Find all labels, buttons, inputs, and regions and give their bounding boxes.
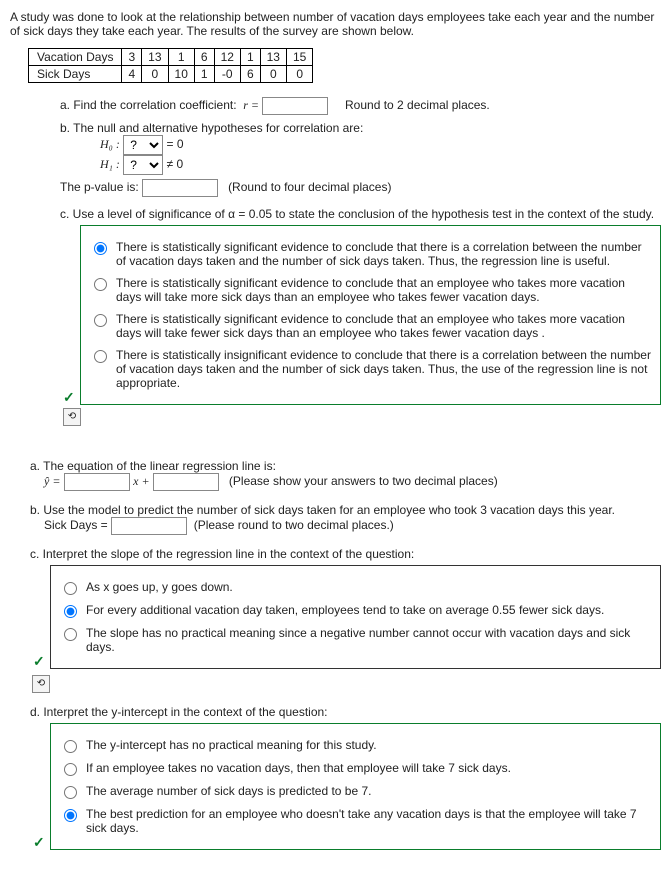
- h1-pre: H₁ :: [100, 157, 120, 171]
- cell: 0: [260, 66, 286, 83]
- d2-radio-1[interactable]: [64, 763, 77, 776]
- data-table: Vacation Days 3 13 1 6 12 1 13 15 Sick D…: [28, 48, 313, 83]
- pvalue-label: The p-value is:: [60, 180, 139, 194]
- c2-radio-1[interactable]: [64, 605, 77, 618]
- sickdays-label: Sick Days =: [44, 518, 108, 532]
- r-symbol: r =: [243, 98, 259, 112]
- check-icon: ✓: [33, 834, 45, 851]
- cell: 1: [194, 66, 214, 83]
- cell: 6: [194, 49, 214, 66]
- xplus: x +: [133, 474, 149, 488]
- c-radio-1[interactable]: [94, 278, 107, 291]
- part-a-label: a. Find the correlation coefficient:: [60, 98, 237, 112]
- intro-text: A study was done to look at the relation…: [10, 10, 661, 38]
- cell: 6: [240, 66, 260, 83]
- cell: -0: [214, 66, 240, 83]
- c-opt-0: There is statistically significant evide…: [116, 240, 652, 268]
- part-b2-label: b. Use the model to predict the number o…: [30, 503, 615, 517]
- d2-opt-2: The average number of sick days is predi…: [86, 784, 652, 798]
- intercept-input[interactable]: [153, 473, 219, 491]
- check-icon: ✓: [63, 389, 75, 406]
- c2-opt-0: As x goes up, y goes down.: [86, 580, 652, 594]
- h0-post: = 0: [167, 137, 184, 151]
- pvalue-round: (Round to four decimal places): [228, 180, 391, 194]
- c-opt-1: There is statistically significant evide…: [116, 276, 652, 304]
- part-c-label: c. Use a level of significance of α = 0.…: [60, 207, 654, 221]
- cell: 12: [214, 49, 240, 66]
- cell: 13: [142, 49, 168, 66]
- d2-radio-2[interactable]: [64, 786, 77, 799]
- row1-label: Vacation Days: [29, 49, 122, 66]
- part-d2-label: d. Interpret the y-intercept in the cont…: [30, 705, 328, 719]
- b2-note: (Please round to two decimal places.): [194, 518, 394, 532]
- cell: 0: [142, 66, 168, 83]
- part-d2-box: The y-intercept has no practical meaning…: [50, 723, 661, 850]
- cell: 3: [122, 49, 142, 66]
- c2-radio-0[interactable]: [64, 582, 77, 595]
- c2-opt-1: For every additional vacation day taken,…: [86, 603, 652, 617]
- r-input[interactable]: [262, 97, 328, 115]
- part-a2-label: a. The equation of the linear regression…: [30, 459, 276, 473]
- cell: 13: [260, 49, 286, 66]
- part-c2-label: c. Interpret the slope of the regression…: [30, 547, 414, 561]
- c-opt-3: There is statistically insignificant evi…: [116, 348, 652, 390]
- cell: 15: [286, 49, 312, 66]
- pvalue-input[interactable]: [142, 179, 218, 197]
- d2-opt-0: The y-intercept has no practical meaning…: [86, 738, 652, 752]
- cell: 10: [168, 66, 194, 83]
- c2-opt-2: The slope has no practical meaning since…: [86, 626, 652, 654]
- slope-input[interactable]: [64, 473, 130, 491]
- c2-radio-2[interactable]: [64, 628, 77, 641]
- cell: 1: [168, 49, 194, 66]
- cell: 0: [286, 66, 312, 83]
- h0-pre: H₀ :: [100, 137, 120, 151]
- d2-opt-1: If an employee takes no vacation days, t…: [86, 761, 652, 775]
- c-opt-2: There is statistically significant evide…: [116, 312, 652, 340]
- part-c-box: There is statistically significant evide…: [80, 225, 661, 405]
- c-radio-0[interactable]: [94, 242, 107, 255]
- h0-select[interactable]: ?: [123, 135, 163, 155]
- row2-label: Sick Days: [29, 66, 122, 83]
- sickdays-input[interactable]: [111, 517, 187, 535]
- cell: 4: [122, 66, 142, 83]
- d2-radio-0[interactable]: [64, 740, 77, 753]
- d2-opt-3: The best prediction for an employee who …: [86, 807, 652, 835]
- yhat-symbol: ŷ =: [44, 474, 60, 488]
- h1-post: ≠ 0: [167, 157, 184, 171]
- h1-select[interactable]: ?: [123, 155, 163, 175]
- cell: 1: [240, 49, 260, 66]
- retry-icon[interactable]: ⟲: [32, 675, 50, 693]
- part-b-label: b. The null and alternative hypotheses f…: [60, 121, 363, 135]
- check-icon: ✓: [33, 653, 45, 670]
- c-radio-2[interactable]: [94, 314, 107, 327]
- part-c2-box: As x goes up, y goes down. For every add…: [50, 565, 661, 669]
- c-radio-3[interactable]: [94, 350, 107, 363]
- round-note: Round to 2 decimal places.: [345, 98, 490, 112]
- d2-radio-3[interactable]: [64, 809, 77, 822]
- a2-note: (Please show your answers to two decimal…: [229, 474, 498, 488]
- retry-icon[interactable]: ⟲: [63, 408, 81, 426]
